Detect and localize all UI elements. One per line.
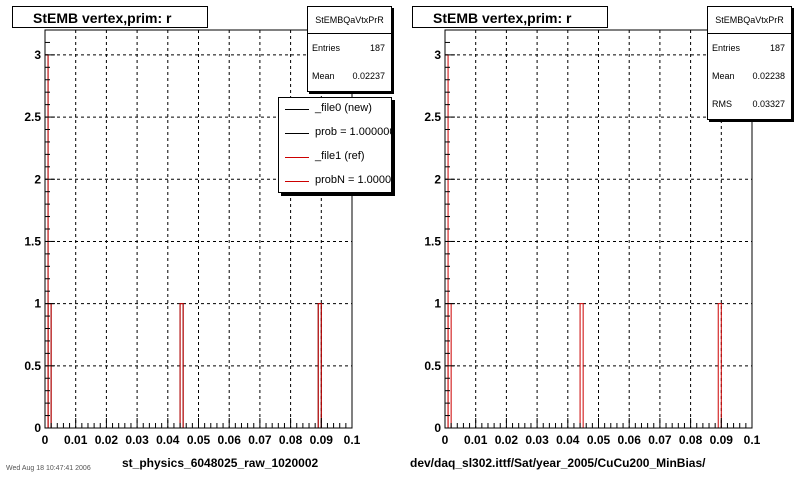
legend-label: probN = 1.000000 xyxy=(315,174,392,186)
left-x-axis-title: st_physics_6048025_raw_1020002 xyxy=(122,456,319,470)
plot-frame xyxy=(444,29,753,429)
left-stats-label: Entries xyxy=(312,43,341,53)
right-stats-name: StEMBQaVtxPrR xyxy=(708,7,791,34)
legend-line-swatch xyxy=(285,133,309,134)
y-tick-label: 1 xyxy=(34,297,41,311)
y-tick-label: 3 xyxy=(34,48,41,62)
plot-frame xyxy=(44,29,353,429)
legend-label: prob = 1.000000 xyxy=(315,126,392,138)
left-legend: _file0 (new) prob = 1.000000 _file1 (ref… xyxy=(278,97,392,193)
x-tick-label: 0.06 xyxy=(218,433,242,447)
right-stats-label: RMS xyxy=(712,99,732,109)
right-stats-row-entries: Entries 187 xyxy=(708,34,791,62)
right-stats-value: 0.03327 xyxy=(752,99,785,109)
left-histogram-panel: 0 0.01 0.02 0.03 0.04 0.05 0.06 0.07 0.08 0.09 0.1… xyxy=(6,6,392,472)
legend-entry: prob = 1.000000 xyxy=(279,122,391,146)
right-histogram-panel: 0 0.01 0.02 0.03 0.04 0.05 0.06 0.07 0.08 0.09 0.1… xyxy=(400,0,800,480)
x-tick-label: 0.03 xyxy=(125,433,149,447)
y-tick-label: 1.5 xyxy=(424,234,441,248)
right-plot-title: StEMB vertex,prim: r xyxy=(412,6,608,28)
x-tick-label: 0.08 xyxy=(679,433,703,447)
y-tick-label: 0.5 xyxy=(424,359,441,373)
right-stats-label: Mean xyxy=(712,71,735,81)
left-stats-label: Mean xyxy=(312,71,335,81)
x-tick-label: 0.04 xyxy=(556,433,580,447)
left-stats-row-entries: Entries 187 xyxy=(308,34,391,62)
x-tick-label: 0.07 xyxy=(648,433,672,447)
x-tick-label: 0 xyxy=(42,433,49,447)
right-stats-value: 0.02238 xyxy=(752,71,785,81)
x-tick-label: 0.1 xyxy=(344,433,361,447)
right-plot-area: 0 0.01 0.02 0.03 0.04 0.05 0.06 0.07 0.08 0.09 0.1… xyxy=(424,29,761,447)
left-plot-title: StEMB vertex,prim: r xyxy=(12,6,208,28)
legend-entry: probN = 1.000000 xyxy=(279,170,392,192)
x-tick-label: 0.01 xyxy=(464,433,488,447)
x-tick-label: 0.09 xyxy=(310,433,334,447)
x-tick-label: 0.1 xyxy=(744,433,761,447)
x-tick-label: 0.08 xyxy=(279,433,303,447)
x-tick-label: 0.06 xyxy=(618,433,642,447)
right-stats-value: 187 xyxy=(769,43,785,53)
legend-entry: _file0 (new) xyxy=(279,98,391,122)
x-tick-label: 0.04 xyxy=(156,433,180,447)
legend-entry: _file1 (ref) xyxy=(279,146,391,170)
y-tick-label: 0.5 xyxy=(24,359,41,373)
y-tick-label: 2 xyxy=(34,172,41,186)
y-tick-label: 0 xyxy=(34,421,41,435)
legend-line-swatch xyxy=(285,181,309,182)
right-stats-row-rms: RMS 0.03327 xyxy=(708,90,791,118)
right-stats-label: Entries xyxy=(712,43,741,53)
x-tick-label: 0.07 xyxy=(248,433,272,447)
x-tick-label: 0.05 xyxy=(187,433,211,447)
x-tick-label: 0.09 xyxy=(710,433,734,447)
legend-label: _file1 (ref) xyxy=(315,150,365,162)
footer-timestamp: Wed Aug 18 10:47:41 2006 xyxy=(6,465,91,472)
legend-line-swatch xyxy=(285,109,309,110)
y-tick-label: 3 xyxy=(434,48,441,62)
left-stats-value: 0.02237 xyxy=(352,71,385,81)
right-x-axis-title: dev/daq_sl302.ittf/Sat/year_2005/CuCu200… xyxy=(410,456,706,470)
y-tick-label: 2.5 xyxy=(424,110,441,124)
x-tick-label: 0.03 xyxy=(525,433,549,447)
y-tick-label: 2.5 xyxy=(24,110,41,124)
x-tick-label: 0.02 xyxy=(95,433,119,447)
x-tick-label: 0.05 xyxy=(587,433,611,447)
left-stats-value: 187 xyxy=(369,43,385,53)
y-tick-label: 1 xyxy=(434,297,441,311)
left-plot-area: 0 0.01 0.02 0.03 0.04 0.05 0.06 0.07 0.08 0.09 0.1… xyxy=(24,29,361,447)
y-tick-label: 1.5 xyxy=(24,234,41,248)
x-tick-label: 0.01 xyxy=(64,433,88,447)
left-stats-row-mean: Mean 0.02237 xyxy=(308,62,391,90)
x-tick-label: 0 xyxy=(442,433,449,447)
right-stats-box: StEMBQaVtxPrR Entries 187 Mean 0.02238 R… xyxy=(707,6,792,120)
y-tick-label: 0 xyxy=(434,421,441,435)
left-stats-name: StEMBQaVtxPrR xyxy=(308,7,391,34)
left-stats-box: StEMBQaVtxPrR Entries 187 Mean 0.02237 xyxy=(307,6,392,92)
legend-label: _file0 (new) xyxy=(315,102,372,114)
legend-line-swatch xyxy=(285,157,309,158)
x-tick-label: 0.02 xyxy=(495,433,519,447)
y-tick-label: 2 xyxy=(434,172,441,186)
right-stats-row-mean: Mean 0.02238 xyxy=(708,62,791,90)
